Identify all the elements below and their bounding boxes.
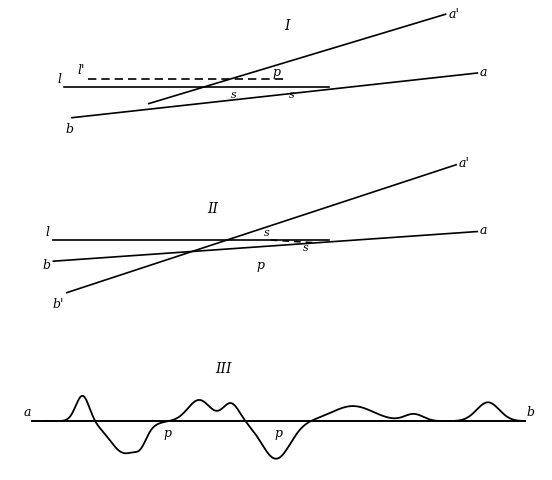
Text: s: s [231, 90, 236, 100]
Text: a: a [480, 224, 487, 237]
Text: b: b [526, 406, 534, 419]
Text: p: p [275, 427, 283, 440]
Text: s: s [264, 228, 269, 238]
Text: s: s [289, 90, 295, 100]
Text: b: b [66, 123, 73, 136]
Text: p: p [163, 427, 171, 440]
Text: b': b' [52, 299, 64, 312]
Text: III: III [215, 362, 231, 376]
Text: a': a' [459, 157, 470, 170]
Text: a: a [24, 406, 31, 419]
Text: a: a [480, 66, 487, 79]
Text: l: l [46, 226, 50, 239]
Text: p: p [256, 259, 264, 272]
Text: l': l' [78, 64, 85, 77]
Text: s: s [302, 243, 308, 253]
Text: I: I [284, 19, 289, 33]
Text: b: b [43, 259, 51, 272]
Text: l: l [57, 73, 61, 86]
Text: a': a' [448, 8, 459, 21]
Text: II: II [207, 203, 218, 216]
Text: p: p [272, 66, 280, 79]
